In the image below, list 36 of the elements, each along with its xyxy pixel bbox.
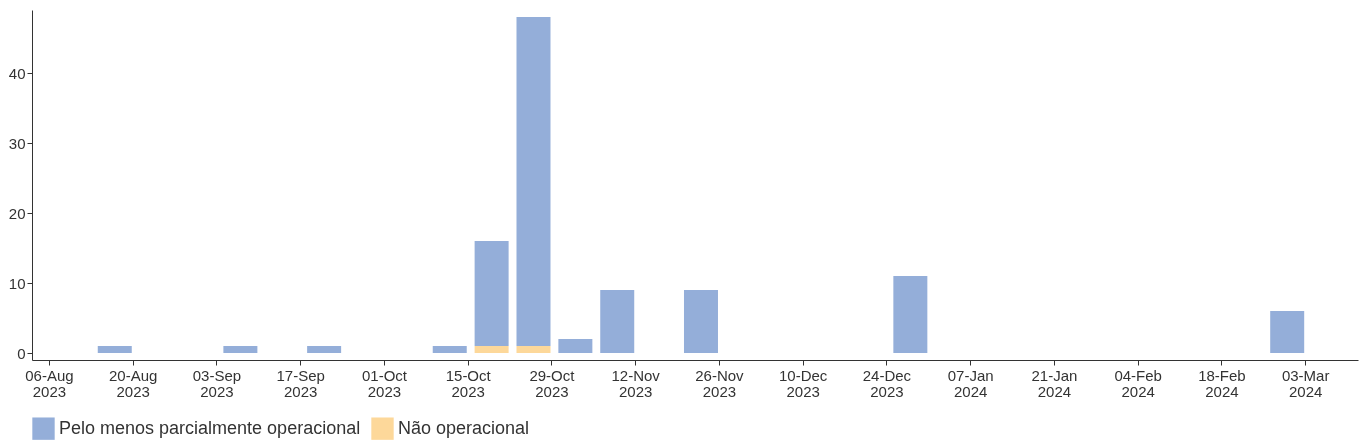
x-tick-label: 01-Oct 2023 [361,366,408,400]
y-tick-label: 10 [8,274,26,292]
x-tick-label: 15-Oct 2023 [445,366,492,400]
bar [307,346,342,353]
x-tick-label: 06-Aug 2023 [25,366,74,400]
bar [432,346,467,353]
x-tick-label: 20-Aug 2023 [109,366,158,400]
bar [1270,311,1305,353]
bar [516,346,551,353]
y-tick-label: 0 [17,344,26,362]
bar [474,346,509,353]
x-tick-label: 24-Dec 2023 [862,366,912,400]
x-tick-label: 03-Sep 2023 [192,366,242,400]
y-tick-label: 30 [8,134,26,152]
x-tick-label: 18-Feb 2024 [1198,366,1246,400]
bar [223,346,258,353]
bar [97,346,132,353]
bar [683,290,718,353]
x-tick-label: 26-Nov 2023 [695,366,745,400]
bar [558,339,593,353]
bar [516,17,551,346]
x-tick-label: 03-Mar 2024 [1281,366,1330,400]
x-tick-label: 29-Oct 2023 [529,366,576,400]
bar [474,241,509,346]
x-tick-label: 04-Feb 2024 [1114,366,1162,400]
y-tick-label: 40 [8,64,26,82]
x-tick-label: 07-Jan 2024 [947,366,994,400]
y-tick-label: 20 [8,204,26,222]
bar [600,290,635,353]
legend-label: Pelo menos parcialmente operacional [59,417,361,438]
x-tick-label: 12-Nov 2023 [611,366,661,400]
x-tick-label: 21-Jan 2024 [1031,366,1078,400]
x-tick-label: 10-Dec 2023 [778,366,828,400]
legend-label: Não operacional [398,417,530,438]
bar [893,276,928,353]
x-tick-label: 17-Sep 2023 [276,366,325,400]
